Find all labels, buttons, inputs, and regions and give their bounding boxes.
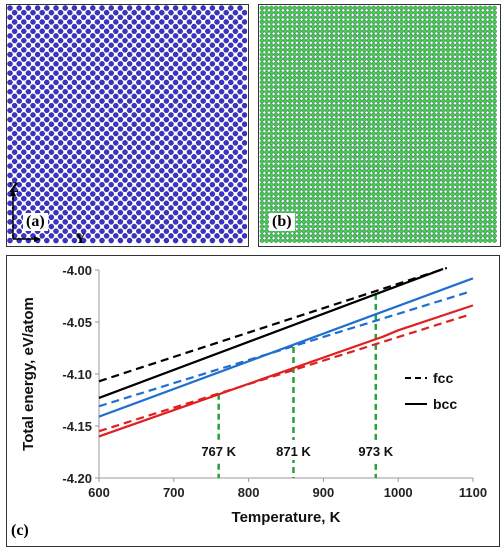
legend-label-bcc: bcc [433,396,457,412]
series-line-0 [98,266,448,383]
y-tick-label: -4.15 [62,419,92,434]
panel-c: 600 700 800 900 1000 1100 -4.00 -4.05 -4.10 -4.15… [6,255,500,547]
transition-label-bg [350,440,401,460]
series-line-4 [98,313,470,433]
x-tick-label: 700 [163,485,185,500]
y-tick-label: -4.20 [62,471,92,486]
x-tick-label: 1000 [384,485,413,500]
energy-temperature-chart: 600 700 800 900 1000 1100 -4.00 -4.05 -4.10 -4.15… [20,263,487,526]
legend-label-fcc: fcc [433,370,453,386]
x-tick-label: 600 [88,485,110,500]
panel-a: Z Y (a) [6,4,249,247]
x-tick-label: 800 [238,485,260,500]
panel-b: (b) [258,4,501,247]
series-line-3 [98,277,474,418]
fcc-atom-lattice [7,5,247,244]
panel-a-label: (a) [23,213,48,231]
x-axis-title: Temperature, K [232,509,341,526]
y-tick-label: -4.10 [62,367,92,382]
transition-label: 767 K [201,444,236,459]
transition-label: 973 K [358,444,393,459]
series-line-1 [98,267,444,399]
fcc-atoms [7,5,247,244]
x-tick-label: 1100 [459,485,487,500]
x-tick-label: 900 [313,485,335,500]
transition-label-bg [193,440,244,460]
series-line-5 [98,304,474,438]
bcc-atom-lattice [259,5,497,243]
transition-label-bg [268,440,319,460]
transition-label: 871 K [276,444,311,459]
axis-y-label: Y [75,231,86,247]
axis-z-label: Z [9,180,20,196]
y-tick-label: -4.05 [62,315,92,330]
panel-b-label: (b) [269,213,295,231]
panel-c-label: (c) [11,522,29,540]
y-axis-title: Total energy, eV/atom [20,297,37,451]
y-tick-label: -4.00 [62,263,92,278]
axis-arrows-icon [10,189,41,242]
bcc-atoms [259,5,497,243]
